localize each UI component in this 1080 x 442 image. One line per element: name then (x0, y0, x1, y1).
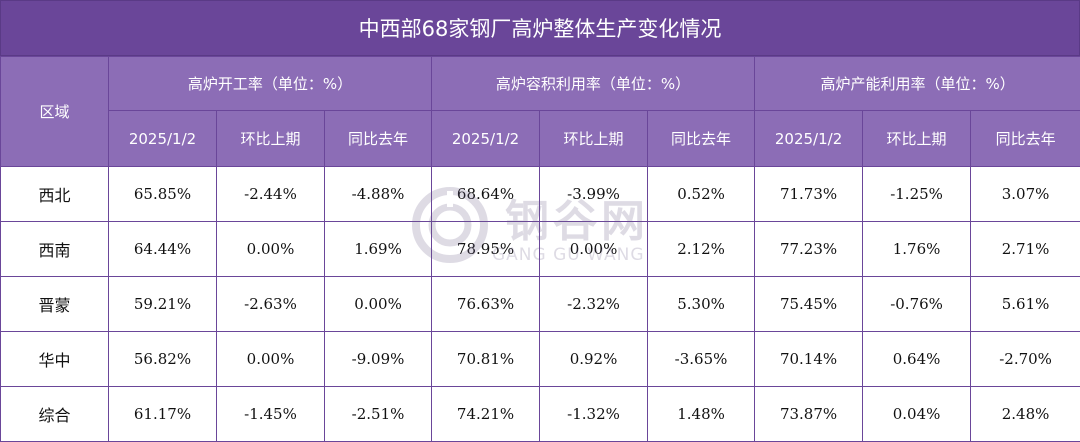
value-cell: 1.69% (323, 221, 433, 277)
subheader-yoy: 同比去年 (647, 110, 756, 167)
value-cell: -2.32% (539, 276, 649, 332)
subheader-yoy: 同比去年 (970, 110, 1080, 167)
value-cell: 71.73% (754, 166, 864, 222)
subheader-date: 2025/1/2 (108, 110, 217, 167)
table-row: 综合 61.17% -1.45% -2.51% 74.21% -1.32% 1.48% 73.… (0, 386, 1080, 442)
value-cell: -2.63% (216, 276, 325, 332)
value-cell: -2.70% (970, 331, 1080, 387)
value-cell: -3.99% (539, 166, 649, 222)
value-cell: -1.25% (862, 166, 972, 222)
subheader-date: 2025/1/2 (754, 110, 864, 167)
value-cell: 0.00% (539, 221, 649, 277)
value-cell: -9.09% (323, 331, 433, 387)
value-cell: 2.12% (647, 221, 756, 277)
value-cell: 68.64% (431, 166, 541, 222)
table-row: 西南 64.44% 0.00% 1.69% 78.95% 0.00% 2.12% 77.23%… (0, 221, 1080, 277)
value-cell: 74.21% (431, 386, 541, 442)
group-header-volume-utilization-rate: 高炉容积利用率（单位：%） (431, 56, 756, 111)
value-cell: 5.61% (970, 276, 1080, 332)
value-cell: 1.48% (647, 386, 756, 442)
value-cell: 0.00% (323, 276, 433, 332)
value-cell: 70.14% (754, 331, 864, 387)
value-cell: 77.23% (754, 221, 864, 277)
subheader-mom: 环比上期 (539, 110, 649, 167)
value-cell: 75.45% (754, 276, 864, 332)
value-cell: 0.92% (539, 331, 649, 387)
value-cell: -2.51% (323, 386, 433, 442)
value-cell: -0.76% (862, 276, 972, 332)
value-cell: 0.00% (216, 331, 325, 387)
subheader-mom: 环比上期 (216, 110, 325, 167)
group-header-blast-furnace-operating-rate: 高炉开工率（单位：%） (107, 56, 433, 111)
region-header: 区域 (0, 56, 109, 167)
value-cell: 0.64% (862, 331, 972, 387)
value-cell: 0.00% (216, 221, 325, 277)
table-row: 晋蒙 59.21% -2.63% 0.00% 76.63% -2.32% 5.30% 75.4… (0, 276, 1080, 332)
value-cell: 1.76% (862, 221, 972, 277)
value-cell: 3.07% (970, 166, 1080, 222)
value-cell: -2.44% (216, 166, 325, 222)
value-cell: -4.88% (323, 166, 433, 222)
table-body: 西北 65.85% -2.44% -4.88% 68.64% -3.99% 0.52% 71.… (0, 166, 1080, 442)
value-cell: 59.21% (108, 276, 217, 332)
group-header-capacity-utilization-rate: 高炉产能利用率（单位：%） (754, 56, 1080, 111)
subheader-yoy: 同比去年 (323, 110, 433, 167)
value-cell: 2.71% (970, 221, 1080, 277)
region-cell: 西北 (0, 166, 109, 222)
value-cell: 5.30% (647, 276, 756, 332)
value-cell: -1.32% (539, 386, 649, 442)
table-title: 中西部68家钢厂高炉整体生产变化情况 (0, 0, 1080, 56)
region-cell: 晋蒙 (0, 276, 109, 332)
region-cell: 西南 (0, 221, 109, 277)
value-cell: 0.04% (862, 386, 972, 442)
value-cell: 65.85% (108, 166, 217, 222)
table-row: 华中 56.82% 0.00% -9.09% 70.81% 0.92% -3.65% 70.1… (0, 331, 1080, 387)
value-cell: 64.44% (108, 221, 217, 277)
value-cell: 0.52% (647, 166, 756, 222)
value-cell: 73.87% (754, 386, 864, 442)
value-cell: -3.65% (647, 331, 756, 387)
subheader-mom: 环比上期 (862, 110, 972, 167)
value-cell: 70.81% (431, 331, 541, 387)
region-cell: 华中 (0, 331, 109, 387)
region-cell: 综合 (0, 386, 109, 442)
table-row: 西北 65.85% -2.44% -4.88% 68.64% -3.99% 0.52% 71.… (0, 166, 1080, 222)
value-cell: 76.63% (431, 276, 541, 332)
production-table: 区域 高炉开工率（单位：%） 高炉容积利用率（单位：%） 高炉产能利用率（单位：… (0, 56, 1080, 442)
subheader-date: 2025/1/2 (431, 110, 541, 167)
value-cell: 78.95% (431, 221, 541, 277)
value-cell: -1.45% (216, 386, 325, 442)
value-cell: 2.48% (970, 386, 1080, 442)
value-cell: 56.82% (108, 331, 217, 387)
value-cell: 61.17% (108, 386, 217, 442)
